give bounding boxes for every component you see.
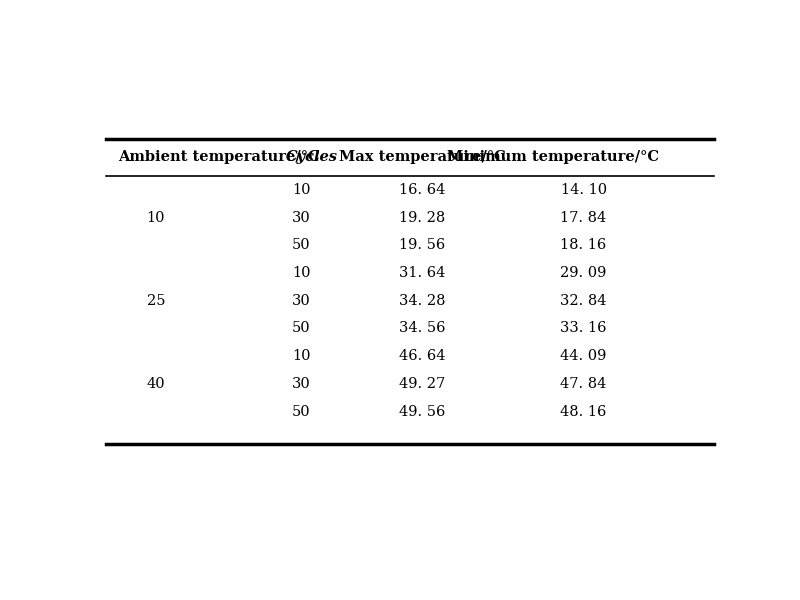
- Text: 25: 25: [146, 293, 165, 308]
- Text: 10: 10: [292, 349, 310, 363]
- Text: 33. 16: 33. 16: [560, 322, 607, 335]
- Text: 48. 16: 48. 16: [561, 404, 606, 419]
- Text: 30: 30: [292, 293, 311, 308]
- Text: Ambient temperature/°C: Ambient temperature/°C: [118, 151, 320, 164]
- Text: 18. 16: 18. 16: [561, 238, 606, 252]
- Text: 44. 09: 44. 09: [561, 349, 606, 363]
- Text: 10: 10: [292, 266, 310, 280]
- Text: 16. 64: 16. 64: [399, 183, 446, 197]
- Text: 50: 50: [292, 404, 311, 419]
- Text: 30: 30: [292, 377, 311, 391]
- Text: 10: 10: [146, 211, 165, 224]
- Text: 19. 56: 19. 56: [399, 238, 446, 252]
- Text: Minimum temperature/°C: Minimum temperature/°C: [446, 151, 658, 164]
- Text: 40: 40: [146, 377, 165, 391]
- Text: 50: 50: [292, 322, 311, 335]
- Text: Max temperature/°C: Max temperature/°C: [339, 151, 506, 164]
- Text: 49. 27: 49. 27: [399, 377, 446, 391]
- Text: 31. 64: 31. 64: [399, 266, 446, 280]
- Text: 14. 10: 14. 10: [561, 183, 606, 197]
- Text: 32. 84: 32. 84: [560, 293, 607, 308]
- Text: 19. 28: 19. 28: [399, 211, 446, 224]
- Text: 34. 56: 34. 56: [399, 322, 446, 335]
- Text: 49. 56: 49. 56: [399, 404, 446, 419]
- Text: 47. 84: 47. 84: [561, 377, 606, 391]
- Text: 30: 30: [292, 211, 311, 224]
- Text: Cycles: Cycles: [286, 151, 338, 164]
- Text: 46. 64: 46. 64: [399, 349, 446, 363]
- Text: 50: 50: [292, 238, 311, 252]
- Text: 17. 84: 17. 84: [561, 211, 606, 224]
- Text: 10: 10: [292, 183, 310, 197]
- Text: 34. 28: 34. 28: [399, 293, 446, 308]
- Text: 29. 09: 29. 09: [561, 266, 606, 280]
